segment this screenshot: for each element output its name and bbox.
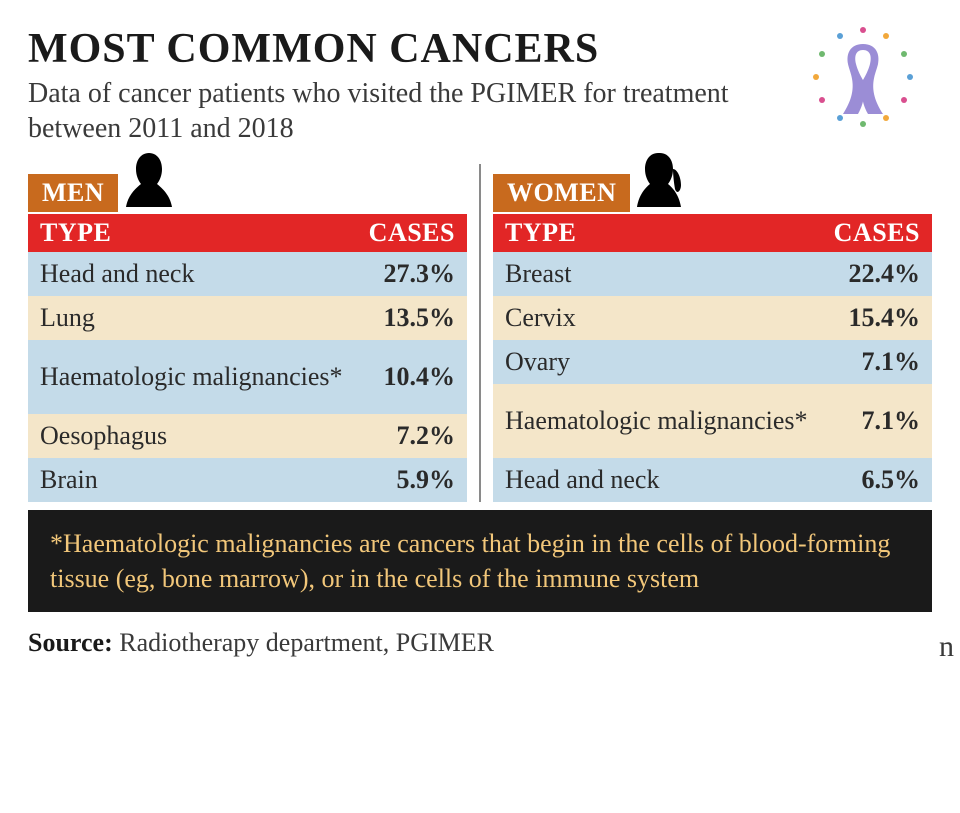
- row-type: Haematologic malignancies*: [40, 362, 384, 392]
- women-table: WOMEN TYPE CASES Breast 22.4% Cervix 15.…: [481, 164, 932, 502]
- awareness-ribbon-icon: [808, 22, 918, 132]
- table-row: Ovary 7.1%: [493, 340, 932, 384]
- row-cases: 10.4%: [384, 362, 456, 392]
- table-row: Oesophagus 7.2%: [28, 414, 467, 458]
- male-silhouette-icon: [114, 151, 184, 212]
- col-cases-label: CASES: [834, 218, 920, 248]
- table-row: Cervix 15.4%: [493, 296, 932, 340]
- table-row: Haematologic malignancies* 10.4%: [28, 340, 467, 414]
- page-subtitle: Data of cancer patients who visited the …: [28, 76, 748, 146]
- source-value: Radiotherapy department, PGIMER: [119, 628, 494, 657]
- table-row: Head and neck 27.3%: [28, 252, 467, 296]
- women-column-header: TYPE CASES: [493, 214, 932, 252]
- row-type: Haematologic malignancies*: [505, 406, 862, 436]
- row-cases: 22.4%: [849, 259, 921, 289]
- source-label: Source:: [28, 628, 113, 657]
- row-cases: 6.5%: [862, 465, 921, 495]
- women-group-header: WOMEN: [493, 164, 932, 212]
- row-type: Brain: [40, 465, 397, 495]
- row-cases: 15.4%: [849, 303, 921, 333]
- row-cases: 5.9%: [397, 465, 456, 495]
- table-row: Head and neck 6.5%: [493, 458, 932, 502]
- table-row: Lung 13.5%: [28, 296, 467, 340]
- row-type: Oesophagus: [40, 421, 397, 451]
- row-cases: 7.1%: [862, 406, 921, 436]
- table-row: Brain 5.9%: [28, 458, 467, 502]
- female-silhouette-icon: [627, 151, 693, 212]
- row-cases: 7.1%: [862, 347, 921, 377]
- row-type: Ovary: [505, 347, 862, 377]
- table-row: Breast 22.4%: [493, 252, 932, 296]
- col-type-label: TYPE: [505, 218, 576, 248]
- women-label: WOMEN: [493, 174, 630, 212]
- men-group-header: MEN: [28, 164, 467, 212]
- row-type: Lung: [40, 303, 384, 333]
- row-cases: 7.2%: [397, 421, 456, 451]
- source-line: Source: Radiotherapy department, PGIMER: [28, 628, 932, 658]
- men-column-header: TYPE CASES: [28, 214, 467, 252]
- stray-character: n: [939, 630, 954, 664]
- row-cases: 13.5%: [384, 303, 456, 333]
- row-type: Head and neck: [40, 259, 384, 289]
- footnote: *Haematologic malignancies are cancers t…: [28, 510, 932, 612]
- row-type: Head and neck: [505, 465, 862, 495]
- row-type: Breast: [505, 259, 849, 289]
- row-cases: 27.3%: [384, 259, 456, 289]
- page-title: MOST COMMON CANCERS: [28, 28, 932, 70]
- men-label: MEN: [28, 174, 118, 212]
- col-type-label: TYPE: [40, 218, 111, 248]
- col-cases-label: CASES: [369, 218, 455, 248]
- table-row: Haematologic malignancies* 7.1%: [493, 384, 932, 458]
- men-table: MEN TYPE CASES Head and neck 27.3% Lung …: [28, 164, 481, 502]
- row-type: Cervix: [505, 303, 849, 333]
- tables-container: MEN TYPE CASES Head and neck 27.3% Lung …: [28, 164, 932, 502]
